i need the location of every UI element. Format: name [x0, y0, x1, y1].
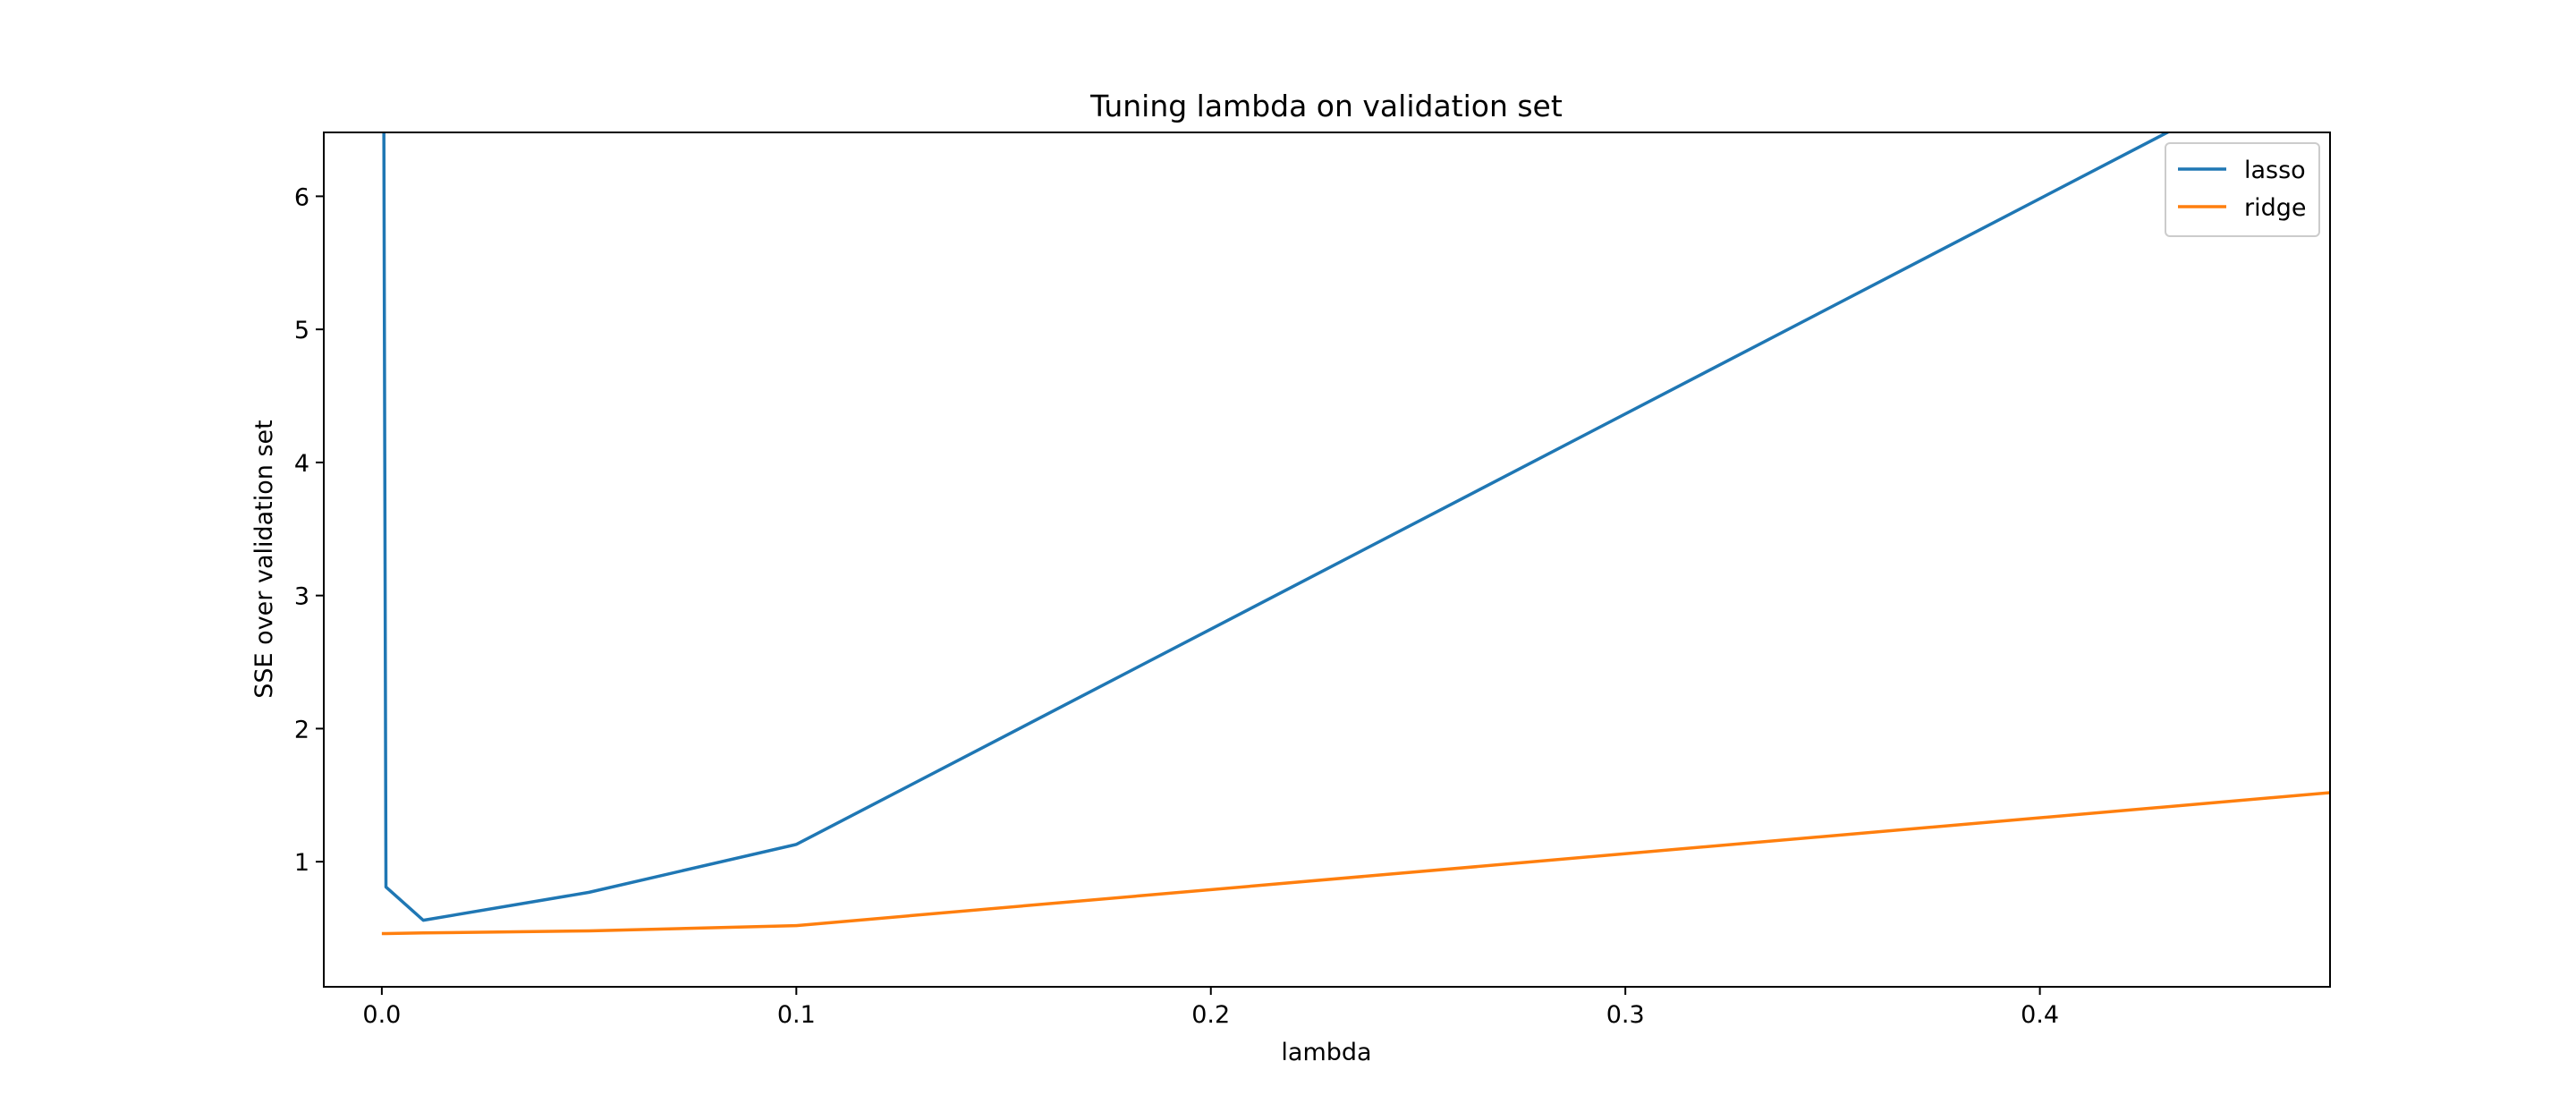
legend-box — [2165, 142, 2320, 237]
legend-label-lasso: lasso — [2244, 157, 2306, 184]
series-line-lasso — [382, 132, 2171, 922]
y-tick-label: 1 — [294, 849, 309, 877]
y-tick-label: 3 — [294, 583, 309, 611]
legend-label-ridge: ridge — [2244, 194, 2307, 222]
x-tick-label: 0.3 — [1606, 1001, 1645, 1029]
plot-lines — [381, 132, 2330, 936]
x-tick-label: 0.2 — [1191, 1001, 1230, 1029]
x-tick-label: 0.4 — [2021, 1001, 2059, 1029]
y-tick-label: 6 — [294, 183, 309, 211]
series-line-ridge — [381, 791, 2330, 936]
x-tick-label: 0.1 — [777, 1001, 816, 1029]
chart-title: Tuning lambda on validation set — [1089, 89, 1563, 123]
y-tick-label: 4 — [294, 450, 309, 478]
y-axis: 1 2 3 4 5 6 — [294, 183, 324, 877]
x-axis: 0.0 0.1 0.2 0.3 0.4 — [362, 987, 2059, 1029]
legend: lasso ridge — [2165, 142, 2320, 237]
plot-frame — [323, 132, 2331, 988]
x-tick-label: 0.0 — [362, 1001, 401, 1029]
y-tick-label: 2 — [294, 716, 309, 743]
x-axis-label: lambda — [1281, 1039, 1371, 1066]
y-axis-label: SSE over validation set — [250, 420, 278, 699]
y-tick-label: 5 — [294, 317, 309, 344]
